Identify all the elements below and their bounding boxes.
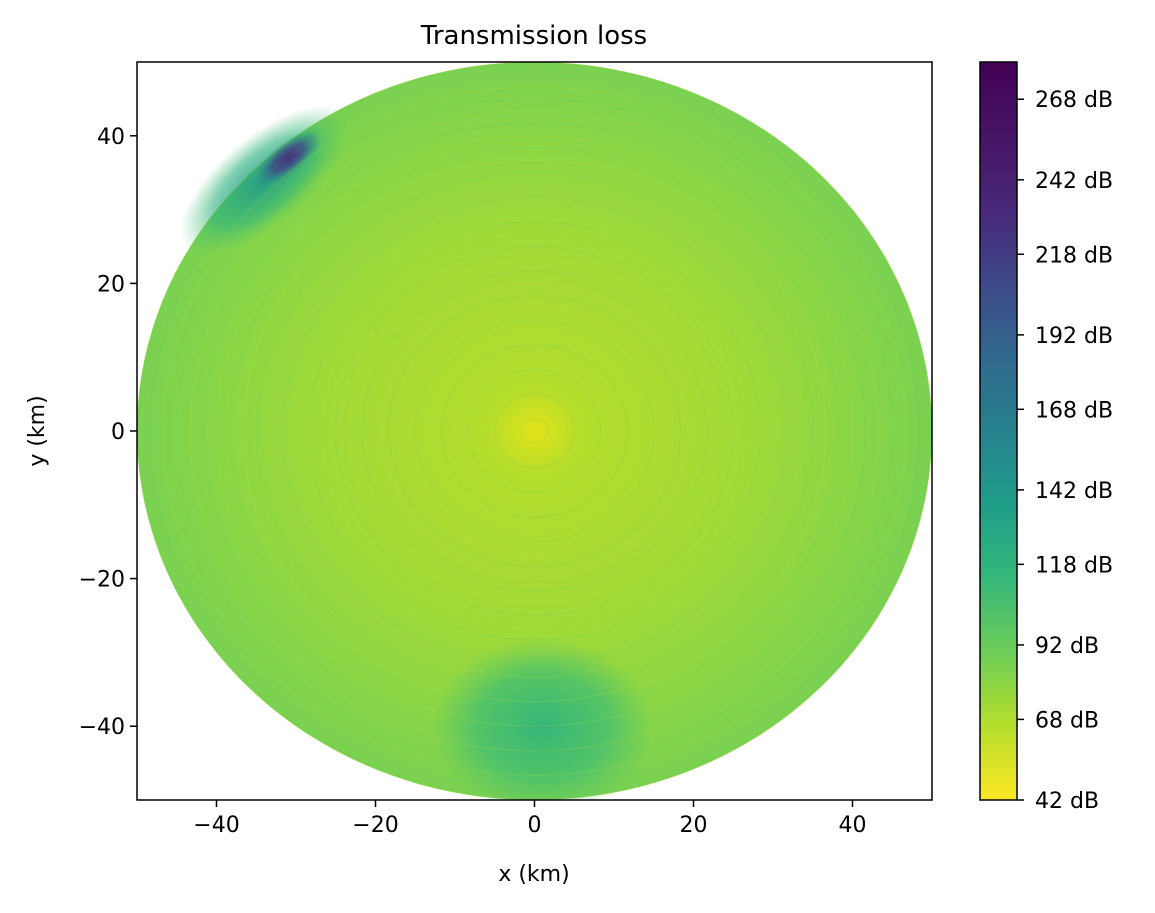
field-ring — [414, 319, 655, 543]
field-ring — [321, 233, 748, 629]
chart-title: Transmission loss — [420, 21, 647, 51]
colorbar-tick-label: 168 dB — [1035, 398, 1113, 423]
field-ring — [441, 344, 628, 518]
field-ring — [162, 86, 907, 776]
y-tick-label: 40 — [97, 125, 125, 150]
colorbar-tick-label: 268 dB — [1035, 88, 1113, 113]
field-ring — [149, 73, 920, 789]
colorbar-tick-label: 142 dB — [1035, 479, 1113, 504]
field-ring — [494, 393, 575, 469]
y-tick-label: −40 — [79, 715, 125, 740]
field-ring — [388, 295, 681, 567]
colorbar-tick-label: 68 dB — [1035, 708, 1099, 733]
colorbar-tick-label: 218 dB — [1035, 243, 1113, 268]
colorbar-tick-label: 192 dB — [1035, 324, 1113, 349]
x-tick-label: 0 — [528, 813, 542, 838]
field-ring — [454, 356, 615, 506]
y-tick-label: 20 — [97, 272, 125, 297]
y-tick-label: 0 — [111, 420, 125, 445]
field-ring — [335, 245, 734, 617]
x-axis-ticks: −40 −20 0 20 40 — [193, 800, 867, 838]
field-ring — [427, 332, 642, 531]
field-ring — [176, 98, 893, 764]
field-ring — [507, 405, 562, 457]
x-tick-label: 40 — [839, 813, 867, 838]
field-ring — [242, 159, 827, 703]
y-axis-label: y (km) — [25, 395, 50, 466]
x-tick-label: −40 — [193, 813, 239, 838]
southern-high-loss-region — [431, 637, 654, 800]
colorbar-tick-label: 42 dB — [1035, 789, 1099, 814]
field-ring — [268, 184, 801, 678]
field-ring — [295, 209, 774, 653]
colorbar-tick-label: 242 dB — [1035, 169, 1113, 194]
x-tick-label: 20 — [680, 813, 708, 838]
x-axis-label: x (km) — [498, 862, 569, 887]
colorbar-tick-label: 92 dB — [1035, 634, 1099, 659]
field-ring — [229, 147, 840, 715]
field-ring — [255, 172, 814, 690]
field-ring — [348, 258, 721, 604]
field-ring — [374, 282, 695, 580]
plot-area — [137, 62, 932, 800]
y-tick-label: −20 — [79, 568, 125, 593]
field-disc — [137, 62, 932, 800]
colorbar-frame — [979, 61, 1018, 801]
colorbar — [980, 62, 1017, 800]
field-ring — [282, 196, 787, 666]
field-ring — [189, 110, 880, 752]
field-ring — [467, 368, 602, 494]
transmission-loss-field — [137, 62, 932, 800]
y-axis-ticks: −40 −20 0 20 40 — [79, 125, 137, 740]
northwest-peak-region — [255, 130, 321, 186]
colorbar-tick-label: 118 dB — [1035, 553, 1113, 578]
field-ring — [308, 221, 761, 641]
colorbar-ticks: 42 dB 68 dB 92 dB 118 dB 142 dB 168 dB 192 dB 2… — [1017, 88, 1113, 814]
field-ring — [202, 122, 867, 740]
field-ring — [480, 381, 589, 481]
field-ring — [520, 418, 549, 444]
field-ring — [215, 135, 854, 727]
x-tick-label: −20 — [352, 813, 398, 838]
field-ring — [401, 307, 668, 555]
field-ring — [361, 270, 708, 592]
